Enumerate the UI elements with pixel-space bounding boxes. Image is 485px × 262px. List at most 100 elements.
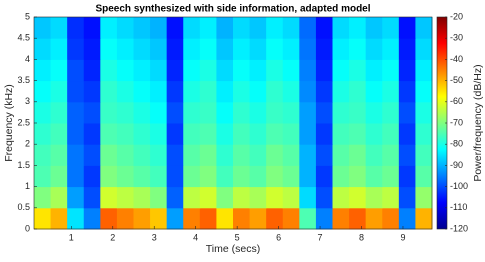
- heatmap-cell: [332, 59, 350, 82]
- heatmap-cell: [199, 144, 217, 166]
- heatmap-cell: [83, 144, 101, 166]
- heatmap-cell: [249, 17, 267, 39]
- heatmap-cell: [233, 165, 251, 188]
- heatmap-cell: [34, 144, 52, 166]
- heatmap-cell: [266, 38, 284, 60]
- heatmap-cell: [382, 165, 400, 188]
- heatmap-cell: [216, 123, 234, 145]
- heatmap-cell: [116, 144, 134, 166]
- heatmap-cell: [183, 17, 201, 39]
- heatmap-cell: [315, 186, 333, 209]
- heatmap-cell: [67, 186, 85, 209]
- heatmap-cell: [183, 207, 201, 230]
- heatmap-cell: [365, 17, 383, 39]
- heatmap-cell: [299, 186, 317, 209]
- heatmap-cell: [150, 17, 168, 39]
- y-tick-label: 0.5: [17, 202, 30, 212]
- heatmap-cell: [150, 101, 168, 124]
- heatmap-cell: [332, 38, 350, 60]
- heatmap-cell: [67, 165, 85, 188]
- heatmap-cell: [150, 186, 168, 209]
- heatmap-cell: [365, 80, 383, 103]
- y-tick-label: 1: [25, 181, 30, 191]
- heatmap-cell: [233, 59, 251, 82]
- heatmap-cell: [365, 165, 383, 188]
- heatmap-cell: [199, 186, 217, 209]
- heatmap-cell: [266, 207, 284, 230]
- heatmap-cell: [166, 165, 184, 188]
- heatmap-cell: [315, 123, 333, 145]
- heatmap-cell: [50, 123, 68, 145]
- heatmap-cell: [332, 123, 350, 145]
- heatmap-cell: [199, 123, 217, 145]
- heatmap-cell: [83, 59, 101, 82]
- heatmap-cell: [315, 80, 333, 103]
- heatmap-cell: [150, 59, 168, 82]
- heatmap-cell: [34, 101, 52, 124]
- heatmap-cell: [282, 80, 300, 103]
- heatmap-cell: [266, 186, 284, 209]
- heatmap-cell: [415, 207, 433, 230]
- x-tick-label: 7: [318, 232, 323, 242]
- heatmap-cell: [382, 207, 400, 230]
- heatmap-cell: [282, 123, 300, 145]
- heatmap-cell: [133, 38, 151, 60]
- heatmap-cell: [233, 101, 251, 124]
- heatmap-cell: [398, 165, 416, 188]
- colorbar-tick-label: -60: [450, 96, 463, 106]
- heatmap-cell: [50, 186, 68, 209]
- heatmap-cell: [199, 80, 217, 103]
- heatmap-cell: [249, 80, 267, 103]
- heatmap-cell: [315, 101, 333, 124]
- heatmap-cell: [150, 123, 168, 145]
- heatmap-cell: [382, 80, 400, 103]
- heatmap-cell: [382, 101, 400, 124]
- heatmap-cell: [116, 59, 134, 82]
- heatmap-cell: [100, 165, 118, 188]
- y-tick-label: 4.5: [17, 33, 30, 43]
- heatmap-cell: [299, 17, 317, 39]
- heatmap-cell: [166, 59, 184, 82]
- heatmap-cell: [398, 38, 416, 60]
- heatmap-cell: [150, 144, 168, 166]
- heatmap-cell: [67, 144, 85, 166]
- heatmap-cell: [150, 207, 168, 230]
- heatmap-cell: [100, 17, 118, 39]
- heatmap-cell: [415, 80, 433, 103]
- heatmap-cell: [398, 59, 416, 82]
- heatmap-cell: [67, 80, 85, 103]
- heatmap-cell: [83, 80, 101, 103]
- heatmap-cell: [266, 80, 284, 103]
- x-tick-label: 5: [235, 232, 240, 242]
- y-tick-label: 0: [25, 223, 30, 233]
- colorbar-tick-label: -120: [450, 223, 468, 233]
- heatmap-cell: [133, 123, 151, 145]
- heatmap-cell: [199, 165, 217, 188]
- heatmap-cell: [67, 101, 85, 124]
- heatmap-cell: [349, 17, 367, 39]
- heatmap-cell: [67, 207, 85, 230]
- heatmap-cell: [216, 207, 234, 230]
- heatmap-cell: [50, 207, 68, 230]
- colorbar-tick-label: -80: [450, 139, 463, 149]
- heatmap-cell: [349, 101, 367, 124]
- heatmap-cell: [233, 17, 251, 39]
- heatmap-cell: [349, 59, 367, 82]
- heatmap-cell: [266, 123, 284, 145]
- heatmap-cell: [299, 165, 317, 188]
- heatmap-cell: [266, 165, 284, 188]
- heatmap-cell: [34, 59, 52, 82]
- heatmap-cell: [67, 123, 85, 145]
- heatmap-cell: [332, 80, 350, 103]
- heatmap-cell: [315, 207, 333, 230]
- heatmap-cell: [282, 101, 300, 124]
- heatmap-cell: [249, 101, 267, 124]
- heatmap-cell: [332, 186, 350, 209]
- heatmap-cell: [100, 123, 118, 145]
- x-tick-label: 3: [152, 232, 157, 242]
- y-tick-label: 3.5: [17, 75, 30, 85]
- heatmap-cell: [199, 101, 217, 124]
- heatmap-cell: [166, 101, 184, 124]
- heatmap-cell: [233, 186, 251, 209]
